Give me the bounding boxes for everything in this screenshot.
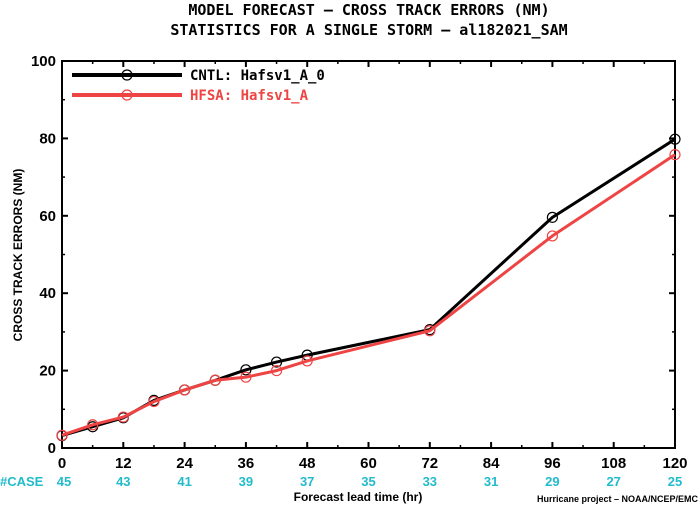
y-tick-label: 60 xyxy=(39,208,56,225)
y-tick-label: 20 xyxy=(39,363,56,380)
plot-area: 0 12 24 36 48 60 72 84 96 108 120 0 20 40 60 80 100 CNTL:… xyxy=(0,53,688,489)
chart-title-line-2: STATISTICS FOR A SINGLE STORM – al182021… xyxy=(170,21,567,39)
x-tick-label: 108 xyxy=(601,455,626,472)
case-count: 29 xyxy=(545,474,559,489)
legend-label-1: HFSA: Hafsv1_A xyxy=(190,88,309,104)
x-tick-label: 12 xyxy=(115,455,132,472)
case-count: 45 xyxy=(57,474,71,489)
series-point-1 xyxy=(546,230,559,242)
x-tick-label: 96 xyxy=(544,455,561,472)
case-count: 41 xyxy=(177,474,191,489)
case-count: 39 xyxy=(239,474,253,489)
case-count: 25 xyxy=(668,474,682,489)
x-tick-label: 36 xyxy=(238,455,255,472)
x-tick-label: 72 xyxy=(421,455,438,472)
legend-marker-0 xyxy=(121,69,133,81)
case-prefix: #CASE xyxy=(0,474,44,489)
x-tick-label: 60 xyxy=(360,455,377,472)
plot-frame xyxy=(61,60,676,449)
series-point-1 xyxy=(117,411,129,423)
x-tick-label: 48 xyxy=(299,455,316,472)
series-point-1 xyxy=(56,429,68,441)
series-point-1 xyxy=(209,374,221,386)
series-point-1 xyxy=(424,325,436,337)
case-count: 37 xyxy=(300,474,314,489)
legend-label-0: CNTL: Hafsv1_A_0 xyxy=(190,68,325,84)
case-count: 43 xyxy=(116,474,130,489)
x-tick-label: 84 xyxy=(483,455,500,472)
y-tick-label: 0 xyxy=(48,440,56,457)
case-count: 35 xyxy=(361,474,375,489)
credit-text: Hurricane project – NOAA/NCEP/EMC xyxy=(537,494,699,504)
series-point-1 xyxy=(179,384,191,396)
series-point-0 xyxy=(240,364,252,376)
x-axis-title: Forecast lead time (hr) xyxy=(294,490,423,504)
case-count: 31 xyxy=(484,474,498,489)
case-count: 27 xyxy=(606,474,620,489)
x-tick-label: 24 xyxy=(176,455,193,472)
y-tick-label: 40 xyxy=(39,285,56,302)
series-point-1 xyxy=(301,355,313,367)
series-point-1 xyxy=(270,365,283,377)
series-point-1 xyxy=(240,371,252,383)
series-point-0 xyxy=(270,356,283,368)
y-tick-label: 80 xyxy=(39,130,56,147)
y-axis-title: CROSS TRACK ERRORS (NM) xyxy=(11,169,25,342)
series-line-0 xyxy=(61,137,676,438)
series-point-0 xyxy=(546,211,559,223)
x-tick-label: 120 xyxy=(662,455,687,472)
series-point-1 xyxy=(148,395,160,408)
x-tick-label: 0 xyxy=(58,455,66,472)
chart-title-line-1: MODEL FORECAST – CROSS TRACK ERRORS (NM) xyxy=(188,1,549,19)
y-tick-label: 100 xyxy=(31,53,56,70)
series-point-0 xyxy=(669,133,681,145)
series-point-1 xyxy=(87,419,99,431)
legend-marker-1 xyxy=(121,89,133,101)
case-count: 33 xyxy=(423,474,437,489)
series-point-1 xyxy=(669,149,681,161)
